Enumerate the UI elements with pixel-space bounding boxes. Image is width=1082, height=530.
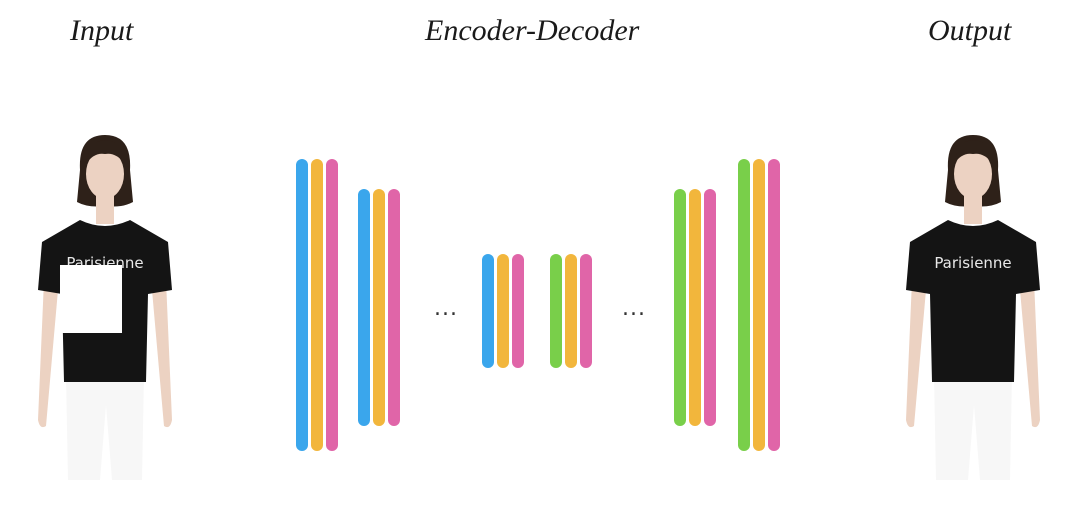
output-image: Parisienne	[898, 130, 1048, 480]
input-title: Input	[70, 14, 134, 47]
output-title: Output	[928, 14, 1012, 47]
encoder-ellipsis: ...	[434, 296, 458, 321]
mask-region	[60, 265, 122, 333]
input-image: Parisienne	[30, 130, 180, 480]
input-person-illustration: Parisienne	[38, 135, 172, 480]
encoder-decoder-title: Encoder-Decoder	[425, 14, 640, 47]
output-person-illustration: Parisienne	[906, 135, 1040, 480]
decoder-ellipsis: ...	[622, 296, 646, 321]
output-shirt-print: Parisienne	[934, 254, 1011, 272]
